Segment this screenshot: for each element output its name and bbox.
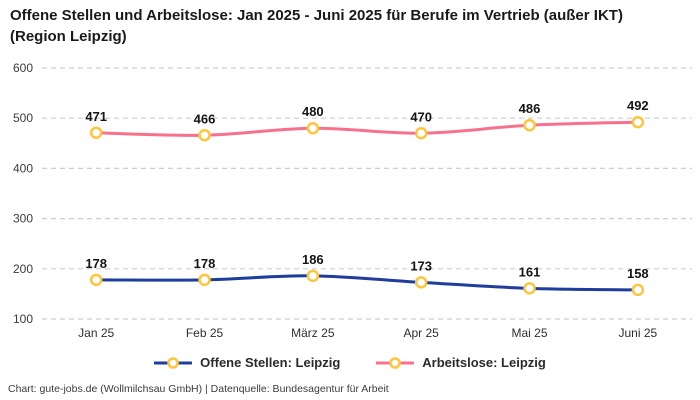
line-chart-plot-area: 100 200 300 400 500 600 Jan 25 Feb 25 März 25 Apr…	[13, 61, 692, 340]
data-point-label: 158	[627, 266, 649, 281]
chart-credit: Chart: gute-jobs.de (Wollmilchsau GmbH) …	[8, 383, 389, 395]
legend-item-arbeitslose: Arbeitslose: Leipzig	[376, 355, 546, 370]
data-point-marker	[523, 282, 536, 295]
x-axis-tick-label: Mai 25	[511, 326, 547, 340]
chart-title: Offene Stellen und Arbeitslose: Jan 2025…	[10, 7, 623, 45]
x-axis-tick-label: Jan 25	[78, 326, 114, 340]
data-point-marker	[89, 273, 103, 287]
y-axis-tick-label: 300	[13, 212, 33, 226]
legend-item-offene-stellen: Offene Stellen: Leipzig	[154, 355, 340, 370]
y-axis-tick-label: 200	[13, 262, 33, 276]
data-point-label: 178	[85, 256, 107, 271]
legend-marker	[167, 356, 179, 369]
data-point-label: 466	[194, 111, 216, 126]
y-axis-tick-label: 400	[13, 161, 33, 175]
data-point-marker	[198, 129, 211, 142]
chart-legend: Offene Stellen: Leipzig Arbeitslose: Lei…	[0, 355, 700, 370]
legend-label: Offene Stellen: Leipzig	[200, 355, 341, 370]
data-point-marker	[414, 127, 428, 140]
data-point-marker	[89, 126, 103, 140]
data-point-label: 173	[410, 258, 432, 273]
series-line	[94, 274, 640, 292]
data-point-label: 486	[519, 101, 541, 116]
legend-marker	[389, 356, 402, 369]
data-point-marker	[198, 273, 211, 287]
x-axis-tick-label: März 25	[291, 326, 335, 340]
legend-label: Arbeitslose: Leipzig	[422, 355, 546, 370]
data-point-label: 480	[302, 104, 324, 119]
y-axis-tick-label: 100	[13, 312, 33, 326]
legend-line-marker-icon	[376, 356, 415, 369]
data-point-marker	[523, 118, 536, 132]
x-axis-tick-label: Apr 25	[403, 326, 439, 340]
data-point-marker	[631, 283, 645, 297]
x-axis-tick-label: Juni 25	[618, 326, 657, 340]
data-point-marker	[631, 115, 645, 129]
series-line	[94, 120, 640, 137]
legend-line-marker-icon	[154, 356, 193, 369]
y-axis-tick-label: 500	[13, 111, 33, 125]
data-point-label: 492	[627, 98, 649, 113]
x-axis-tick-label: Feb 25	[186, 326, 224, 340]
data-point-label: 471	[85, 109, 107, 124]
data-point-label: 161	[519, 264, 541, 279]
y-axis-tick-label: 600	[13, 61, 33, 75]
data-point-marker	[306, 121, 320, 135]
data-point-label: 178	[194, 256, 216, 271]
data-point-marker	[414, 276, 428, 289]
data-point-label: 470	[410, 109, 432, 124]
data-point-marker	[306, 269, 320, 283]
data-point-label: 186	[302, 252, 324, 267]
